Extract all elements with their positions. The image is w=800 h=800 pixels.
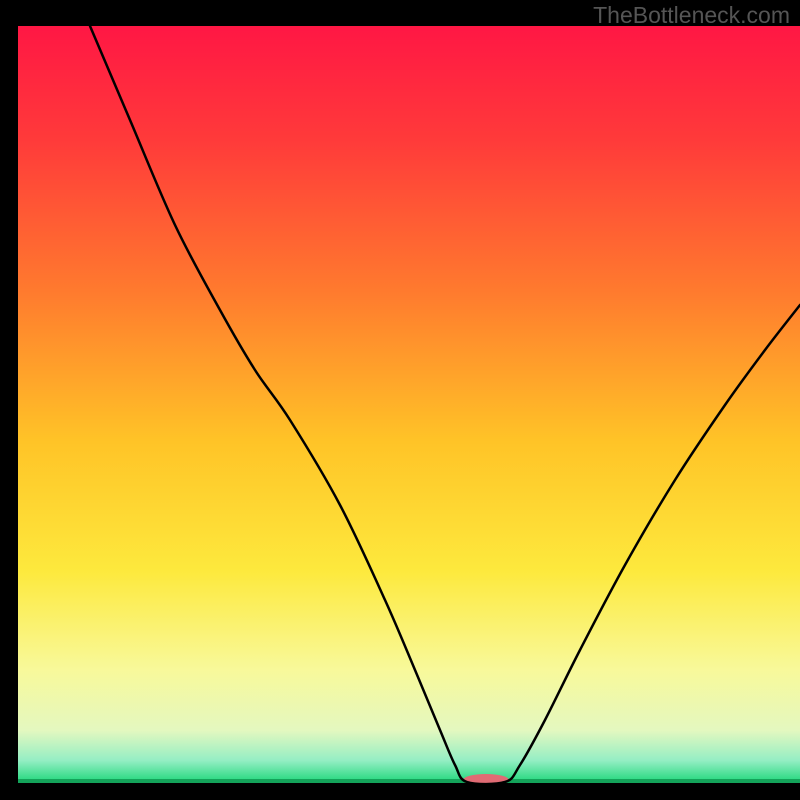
frame-bottom [0, 783, 800, 800]
plot-background [18, 26, 800, 783]
chart-container: TheBottleneck.com [0, 0, 800, 800]
frame-left [0, 0, 18, 800]
watermark-text: TheBottleneck.com [593, 2, 790, 29]
bottleneck-chart [0, 0, 800, 800]
